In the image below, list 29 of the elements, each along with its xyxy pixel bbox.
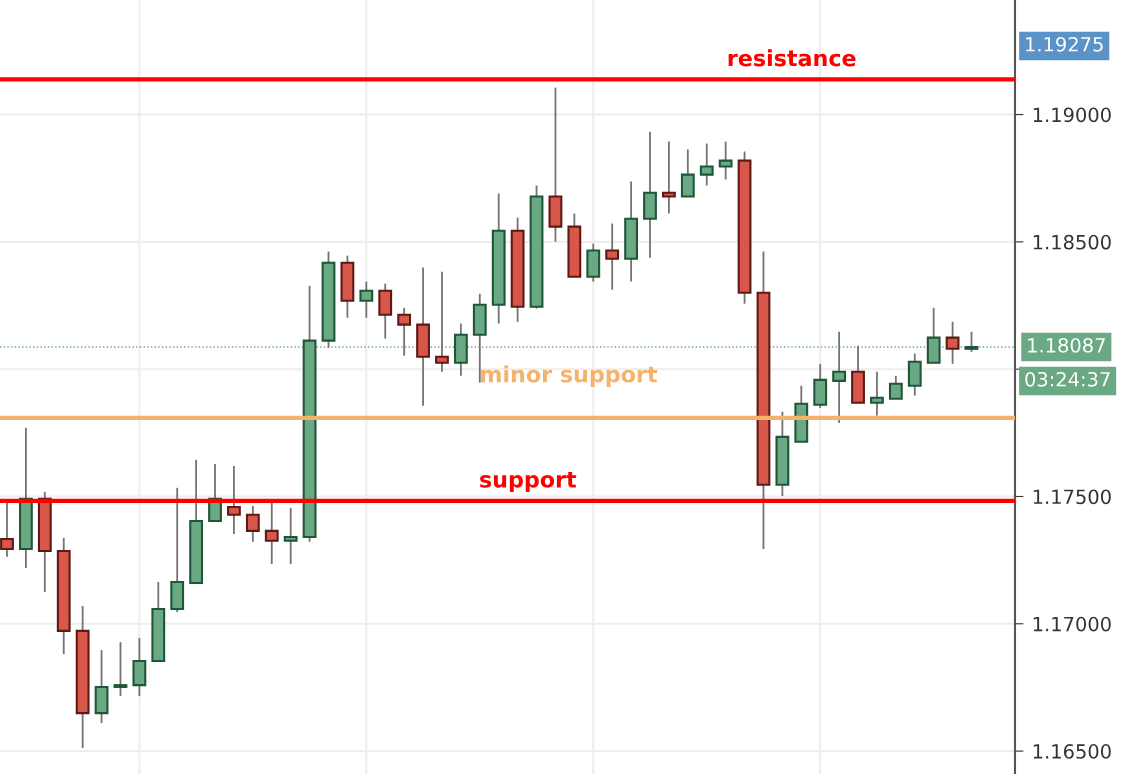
candlestick: [945, 320, 960, 365]
candlestick: [264, 500, 279, 565]
y-tick-label: 1.18500: [1033, 234, 1111, 250]
y-tick-label: 1.16500: [1033, 744, 1111, 759]
text: 03:24:37: [1025, 371, 1110, 387]
y-tick-label: 1.19000: [1033, 107, 1111, 123]
ref-line-label: minor support: [481, 365, 658, 387]
candlestick: [605, 222, 620, 291]
ref-line-label: resistance: [728, 49, 856, 67]
ref-line-label: 1.18087: [1028, 337, 1105, 353]
candlestick: [680, 148, 695, 198]
candlestick: [718, 140, 733, 181]
text: 1.19275: [1026, 36, 1103, 52]
candlestick: [699, 142, 714, 187]
candlestick: [870, 370, 884, 417]
candlestick: [227, 465, 241, 535]
candlestick: [359, 280, 374, 319]
candlestick: [888, 374, 903, 400]
candlestick: [397, 306, 412, 357]
candlestick: [283, 507, 298, 565]
candlestick: [113, 641, 128, 697]
candlestick: [245, 504, 260, 543]
candlestick: [907, 352, 922, 397]
y-tick-label: 1.17500: [1033, 489, 1111, 505]
ref-line-label: support: [480, 471, 577, 493]
candlestick: [662, 140, 676, 215]
candlestick: [435, 270, 449, 373]
candlestick: [378, 282, 393, 340]
y-tick-label: 1.17000: [1033, 616, 1111, 632]
